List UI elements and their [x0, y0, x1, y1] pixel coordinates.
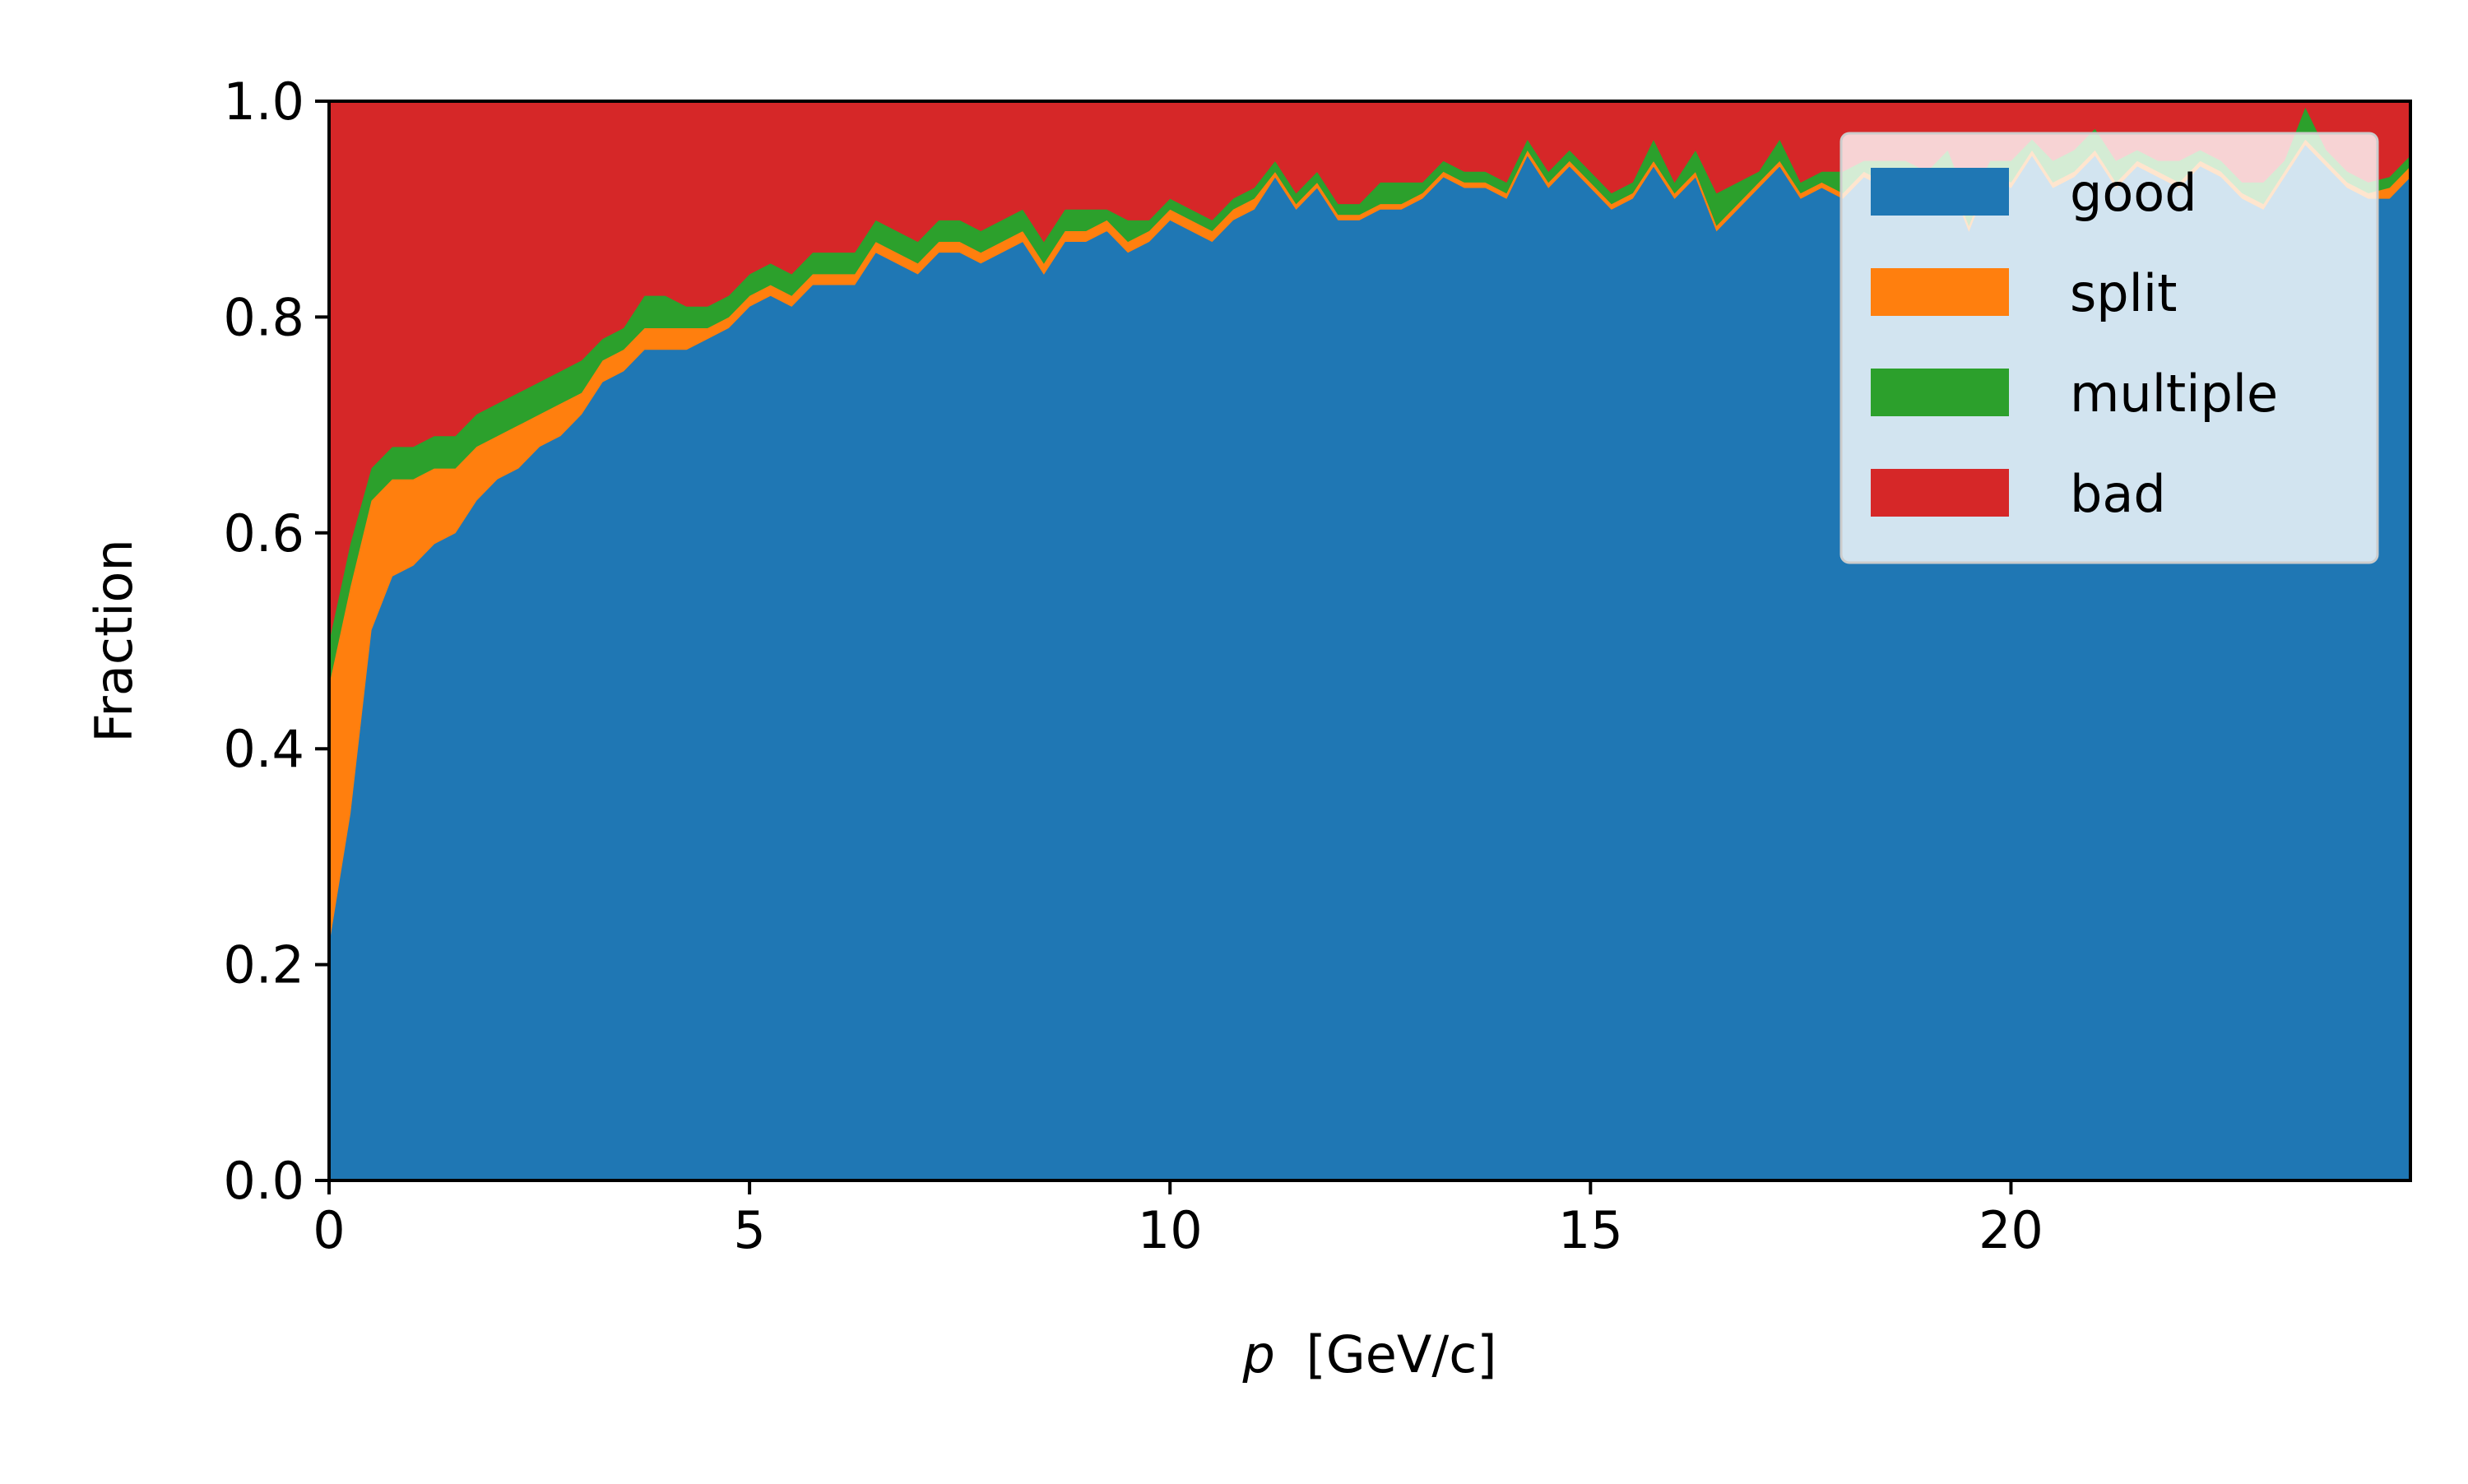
x-tick-label: 10	[1138, 1200, 1203, 1260]
legend-swatch-split	[1871, 268, 2009, 316]
y-tick-label: 0.2	[223, 935, 304, 995]
x-tick-label: 20	[1979, 1200, 2044, 1260]
y-tick-label: 0.0	[223, 1151, 304, 1211]
x-axis-label-unit: [GeV/c]	[1306, 1324, 1497, 1384]
x-axis-label: p [GeV/c]	[1241, 1324, 1496, 1384]
legend-label-bad: bad	[2070, 464, 2166, 524]
y-tick-label: 0.8	[223, 287, 304, 347]
legend-box	[1839, 132, 2379, 564]
legend-label-split: split	[2070, 263, 2177, 323]
y-tick-label: 1.0	[223, 72, 304, 132]
legend: good split multiple bad	[1839, 132, 2379, 564]
x-tick-label: 15	[1558, 1200, 1623, 1260]
axes-frame	[327, 100, 2412, 1182]
legend-items: good split multiple bad	[1871, 163, 2278, 524]
legend-label-multiple: multiple	[2070, 364, 2278, 424]
x-tick-label: 0	[313, 1200, 345, 1260]
x-tick-label: 5	[733, 1200, 765, 1260]
legend-swatch-good	[1871, 168, 2009, 216]
y-axis-label: Fraction	[84, 539, 144, 743]
legend-label-good: good	[2070, 163, 2197, 223]
legend-swatch-bad	[1871, 469, 2009, 517]
y-tick-label: 0.4	[223, 719, 304, 779]
y-tick-label: 0.6	[223, 503, 304, 563]
legend-swatch-multiple	[1871, 369, 2009, 416]
ticks-layer: 0 5 10 15 20 0.0 0.2 0.4 0.6 0.8 1.0	[223, 72, 2044, 1260]
x-axis-label-variable: p	[1241, 1324, 1274, 1384]
